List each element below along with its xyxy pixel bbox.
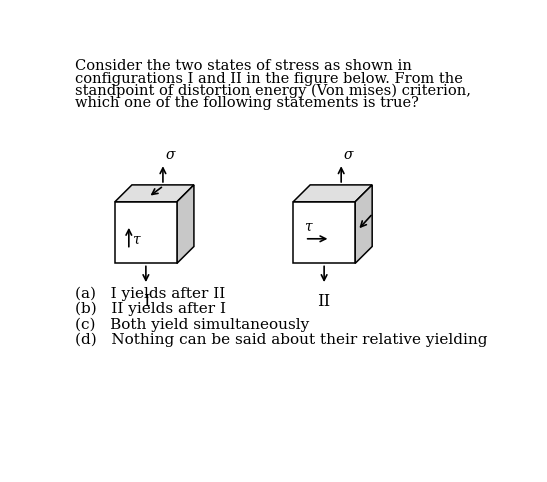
Text: configurations I and II in the figure below. From the: configurations I and II in the figure be… (74, 72, 462, 86)
Text: I: I (143, 293, 149, 310)
Polygon shape (355, 185, 372, 264)
Text: σ: σ (165, 148, 174, 162)
Text: (d)   Nothing can be said about their relative yielding: (d) Nothing can be said about their rela… (74, 333, 487, 347)
Text: Consider the two states of stress as shown in: Consider the two states of stress as sho… (74, 59, 411, 73)
Polygon shape (177, 185, 194, 264)
Text: II: II (317, 293, 331, 310)
Polygon shape (293, 185, 372, 202)
Polygon shape (293, 202, 355, 264)
Text: τ: τ (132, 232, 139, 246)
Text: standpoint of distortion energy (Von mises) criterion,: standpoint of distortion energy (Von mis… (74, 84, 470, 98)
Polygon shape (115, 185, 194, 202)
Text: τ: τ (304, 219, 312, 233)
Polygon shape (115, 202, 177, 264)
Text: which one of the following statements is true?: which one of the following statements is… (74, 96, 418, 110)
Text: σ: σ (344, 148, 353, 162)
Text: (b)   II yields after I: (b) II yields after I (74, 302, 225, 316)
Text: (c)   Both yield simultaneously: (c) Both yield simultaneously (74, 317, 309, 332)
Text: (a)   I yields after II: (a) I yields after II (74, 286, 225, 301)
